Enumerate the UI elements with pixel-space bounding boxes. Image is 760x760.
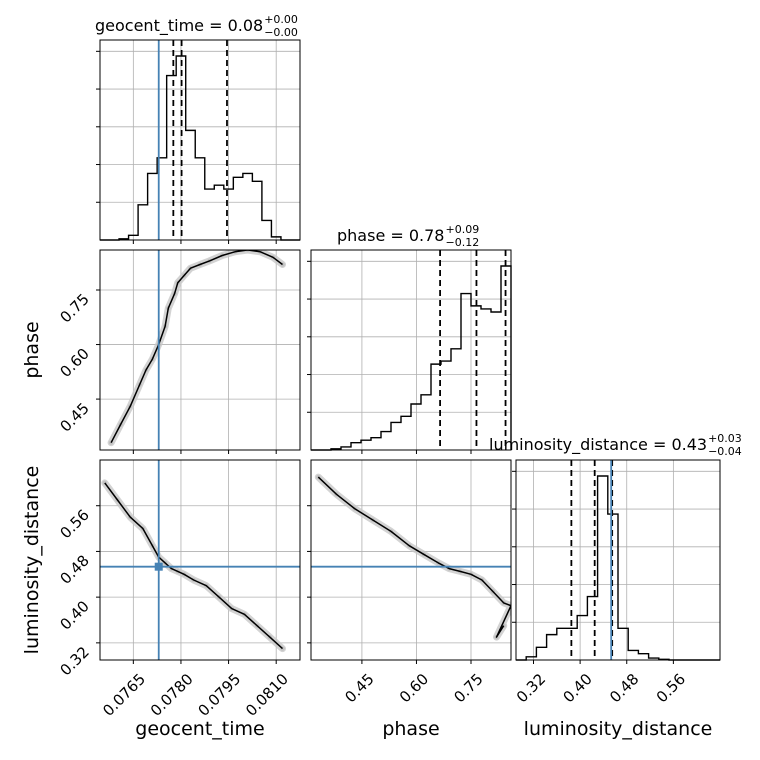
panel-luminosity_distance_vs_phase-frame [310, 459, 512, 661]
x-tick-label-geocent_time: 0.0810 [242, 670, 292, 720]
x-tick-label-luminosity_distance: 0.48 [606, 670, 642, 706]
y-tick-label-phase: 0.45 [56, 399, 92, 435]
x-axis-label-geocent_time: geocent_time [135, 718, 264, 740]
x-tick-label-geocent_time: 0.0795 [194, 670, 244, 720]
panel-luminosity_distance_vs_phase-background [311, 460, 511, 660]
x-tick-label-luminosity_distance: 0.32 [513, 670, 549, 706]
panel-title-upper-error-geocent_time: +0.00 [264, 13, 298, 26]
hist-geocent_time-frame [99, 39, 301, 241]
contour-line [110, 250, 283, 444]
x-tick-label-luminosity_distance: 0.40 [560, 670, 596, 706]
panel-title-geocent_time: geocent_time = 0.08 +0.00−0.00 [95, 13, 298, 39]
panel-phase_vs_geocent_time-background [100, 250, 300, 450]
panel-title-text-geocent_time: geocent_time = 0.08 [95, 16, 263, 36]
panel-title-upper-error-phase: +0.09 [445, 223, 479, 236]
y-tick-label-luminosity_distance: 0.40 [56, 597, 92, 633]
hist-geocent_time-background [100, 40, 300, 240]
x-tick-label-geocent_time: 0.0780 [147, 670, 197, 720]
panel-luminosity_distance_vs_geocent_time-background [100, 460, 300, 660]
y-axis-label-luminosity_distance: luminosity_distance [21, 466, 43, 655]
histogram-geocent_time [100, 55, 300, 241]
x-tick-label-phase: 0.60 [396, 670, 432, 706]
y-axis-label-phase: phase [21, 321, 43, 378]
y-tick-label-luminosity_distance: 0.32 [56, 643, 92, 679]
panel-title-text-phase: phase = 0.78 [337, 226, 444, 245]
y-tick-label-luminosity_distance: 0.48 [56, 552, 92, 588]
panel-title-luminosity_distance: luminosity_distance = 0.43 +0.03−0.04 [489, 432, 742, 458]
x-tick-label-luminosity_distance: 0.56 [653, 670, 689, 706]
x-tick-label-phase: 0.75 [450, 670, 486, 706]
contour-line [104, 482, 284, 650]
panel-title-upper-error-luminosity_distance: +0.03 [708, 432, 742, 445]
truth-marker [154, 562, 163, 571]
histogram-phase [311, 265, 512, 451]
x-tick-label-geocent_time: 0.0765 [99, 670, 149, 720]
y-tick-label-luminosity_distance: 0.56 [56, 506, 92, 542]
hist-phase-frame [310, 249, 512, 451]
panel-phase_vs_geocent_time-frame [99, 249, 301, 451]
x-tick-label-phase: 0.45 [341, 670, 377, 706]
panel-luminosity_distance_vs_geocent_time-marks [100, 460, 300, 660]
panel-phase_vs_geocent_time-marks [107, 250, 286, 450]
y-tick-label-phase: 0.75 [56, 290, 92, 326]
panel-title-text-luminosity_distance: luminosity_distance = 0.43 [489, 435, 707, 455]
panel-title-lower-error-phase: −0.12 [445, 236, 479, 249]
x-axis-label-phase: phase [382, 718, 439, 740]
panel-luminosity_distance_vs_phase-marks [311, 473, 511, 641]
hist-phase-background [311, 250, 511, 450]
y-tick-label-phase: 0.60 [56, 345, 92, 381]
panel-luminosity_distance_vs_geocent_time-frame [99, 459, 301, 661]
x-axis-label-luminosity_distance: luminosity_distance [524, 718, 713, 740]
panel-title-phase: phase = 0.78 +0.09−0.12 [337, 223, 479, 249]
hist-luminosity_distance-frame [515, 459, 721, 661]
panel-title-lower-error-luminosity_distance: −0.04 [708, 445, 742, 458]
panel-title-lower-error-geocent_time: −0.00 [264, 26, 298, 39]
contour-line [317, 476, 511, 638]
